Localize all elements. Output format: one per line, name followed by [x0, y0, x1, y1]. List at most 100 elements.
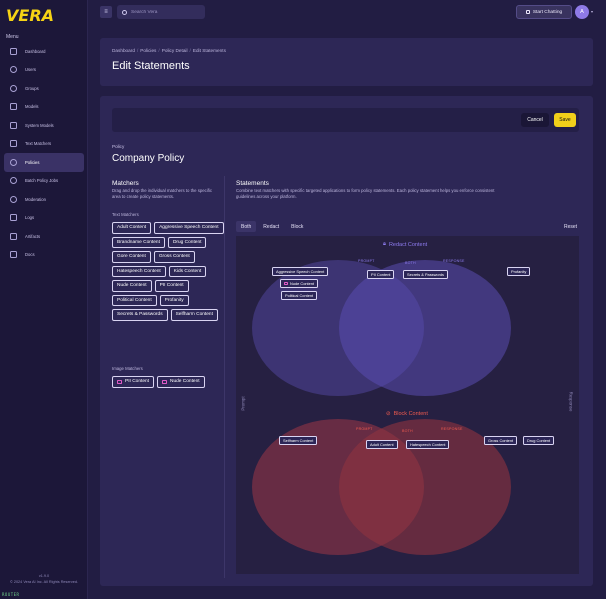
statements-title: Statements	[236, 180, 269, 187]
avatar[interactable]: A	[575, 5, 589, 19]
sidebar-item-groups[interactable]: Groups	[4, 79, 84, 98]
breadcrumb-policies[interactable]: Policies	[140, 48, 157, 53]
artifact-icon	[10, 232, 17, 240]
sidebar-item-moderation[interactable]: Moderation	[4, 190, 84, 209]
matchers-title: Matchers	[112, 180, 139, 187]
search-input[interactable]	[131, 9, 201, 15]
matcher-chip-adult-content[interactable]: Adult Content	[112, 222, 152, 234]
policy-name: Company Policy	[112, 153, 185, 164]
router-tag: ROUTER	[2, 592, 20, 597]
system-icon	[10, 121, 17, 129]
sidebar-item-users[interactable]: Users	[4, 61, 84, 80]
redact-both-label: BOTH	[405, 261, 416, 265]
redact-title-label: Redact Content	[388, 241, 428, 248]
matcher-chip-profanity[interactable]: Profanity	[159, 294, 189, 306]
cube-icon	[10, 103, 17, 111]
start-chatting-label: Start Chatting	[532, 9, 563, 15]
matcher-chip-aggressive-speech[interactable]: Aggressive Speech Content	[154, 222, 224, 234]
redact-response-circle[interactable]	[339, 260, 511, 396]
sidebar-item-logs[interactable]: Logs	[4, 209, 84, 228]
topbar: ≡ Start Chatting A ▾	[88, 0, 606, 26]
breadcrumb-policy-detail[interactable]: Policy Detail	[161, 48, 188, 53]
sidebar-item-batch-policy-jobs[interactable]: Batch Policy Jobs	[4, 172, 84, 191]
sidebar-item-label: Moderation	[25, 196, 46, 202]
grid-icon	[10, 47, 17, 55]
block-both-chip[interactable]: Adult Content	[366, 440, 398, 449]
redact-response-chip[interactable]: Profanity	[507, 267, 531, 276]
reset-button[interactable]: Reset	[564, 224, 578, 230]
matcher-chip-hatespeech[interactable]: Hatespeech Content	[112, 265, 166, 277]
users-icon	[10, 84, 17, 92]
block-prompt-chip[interactable]: Selfharm Content	[279, 436, 318, 445]
search-icon	[122, 9, 127, 15]
redact-prompt-chip[interactable]: Aggressive Speech Content	[272, 267, 329, 276]
redact-prompt-chip[interactable]: Political Content	[281, 291, 318, 300]
text-matchers-list: Adult Content Aggressive Speech Content …	[112, 222, 224, 321]
breadcrumb-dashboard[interactable]: Dashboard	[112, 48, 135, 53]
menu-title: Menu	[6, 34, 19, 40]
matcher-chip-gore[interactable]: Gore Content	[112, 251, 151, 263]
ban-icon: ⊘	[386, 411, 391, 417]
logs-icon	[10, 214, 17, 222]
matcher-chip-drug[interactable]: Drug Content	[167, 236, 207, 248]
tab-redact[interactable]: Redact	[263, 223, 280, 230]
matcher-chip-political[interactable]: Political Content	[112, 294, 157, 306]
version-text: v1.9.0	[38, 574, 50, 578]
lock-icon: 🔒︎	[383, 241, 386, 247]
image-matcher-chip-nude[interactable]: Nude Content	[157, 376, 205, 388]
text-matchers-label: Text Matchers	[112, 212, 139, 217]
main-card: Cancel Save Policy Company Policy Matche…	[100, 96, 593, 586]
chevron-down-icon[interactable]: ▾	[591, 9, 594, 14]
venn-diagram: 🔒︎ Redact Content PROMPT BOTH RESPONSE A…	[236, 236, 579, 574]
user-icon	[10, 66, 17, 74]
sidebar-item-docs[interactable]: Docs	[4, 246, 84, 265]
block-response-chip[interactable]: Drug Content	[523, 436, 555, 445]
redact-response-label: RESPONSE	[443, 259, 465, 263]
image-matchers-label: Image Matchers	[112, 366, 143, 371]
redact-both-chip[interactable]: PII Content	[367, 270, 395, 279]
block-both-chip[interactable]: Hatespeech Content	[406, 440, 450, 449]
redact-title: 🔒︎ Redact Content	[383, 241, 427, 248]
search-box[interactable]	[117, 5, 205, 19]
image-icon	[162, 379, 167, 384]
matcher-chip-brandname[interactable]: Brandname Content	[112, 236, 165, 248]
breadcrumb-current: Edit Statements	[192, 48, 226, 53]
matcher-chip-nude[interactable]: Nude Content	[112, 280, 152, 292]
sidebar-item-system-models[interactable]: System Models	[4, 116, 84, 135]
block-response-chip[interactable]: Gross Content	[484, 436, 518, 445]
venn-circles	[252, 260, 511, 555]
chat-icon	[525, 10, 531, 14]
sidebar-item-artifacts[interactable]: Artifacts	[4, 227, 84, 246]
redact-both-chip[interactable]: Secrets & Passwords	[403, 270, 448, 279]
block-title-label: Block Content	[393, 411, 428, 417]
sidebar-item-dashboard[interactable]: Dashboard	[4, 42, 84, 61]
menu-toggle-button[interactable]: ≡	[100, 6, 112, 18]
matcher-chip-selfharm[interactable]: Selfharm Content	[170, 309, 218, 321]
save-button[interactable]: Save	[554, 113, 576, 127]
start-chatting-button[interactable]: Start Chatting	[516, 5, 572, 19]
policy-label: Policy	[112, 144, 125, 149]
image-matchers-list: PII Content Nude Content	[112, 376, 205, 388]
matcher-chip-gross[interactable]: Gross Content	[153, 251, 195, 263]
action-bar: Cancel Save	[112, 108, 579, 132]
sidebar-item-models[interactable]: Models	[4, 98, 84, 117]
breadcrumb-separator: /	[136, 48, 139, 53]
tab-both[interactable]: Both	[236, 221, 257, 232]
matcher-chip-pii[interactable]: PII Content	[154, 280, 189, 292]
axis-label-response: Response	[568, 391, 574, 412]
block-response-label: RESPONSE	[441, 427, 463, 431]
matchers-description: Drag and drop the individual matchers to…	[112, 188, 213, 199]
matcher-chip-kids[interactable]: Kids Content	[168, 265, 207, 277]
cancel-button[interactable]: Cancel	[521, 113, 549, 127]
block-response-circle[interactable]	[339, 419, 511, 555]
image-matcher-chip-pii[interactable]: PII Content	[112, 376, 154, 388]
vera-logo[interactable]: VERA	[6, 6, 55, 25]
tab-block[interactable]: Block	[291, 223, 304, 230]
refresh-icon	[10, 177, 17, 185]
sidebar-nav: Dashboard Users Groups Models System Mod…	[4, 42, 84, 264]
sidebar-item-label: Logs	[25, 215, 35, 221]
matcher-chip-secrets[interactable]: Secrets & Passwords	[112, 309, 168, 321]
sidebar-item-text-matchers[interactable]: Text Matchers	[4, 135, 84, 154]
redact-prompt-chip[interactable]: Nude Content	[280, 279, 319, 288]
sidebar-item-policies[interactable]: Policies	[4, 153, 84, 172]
